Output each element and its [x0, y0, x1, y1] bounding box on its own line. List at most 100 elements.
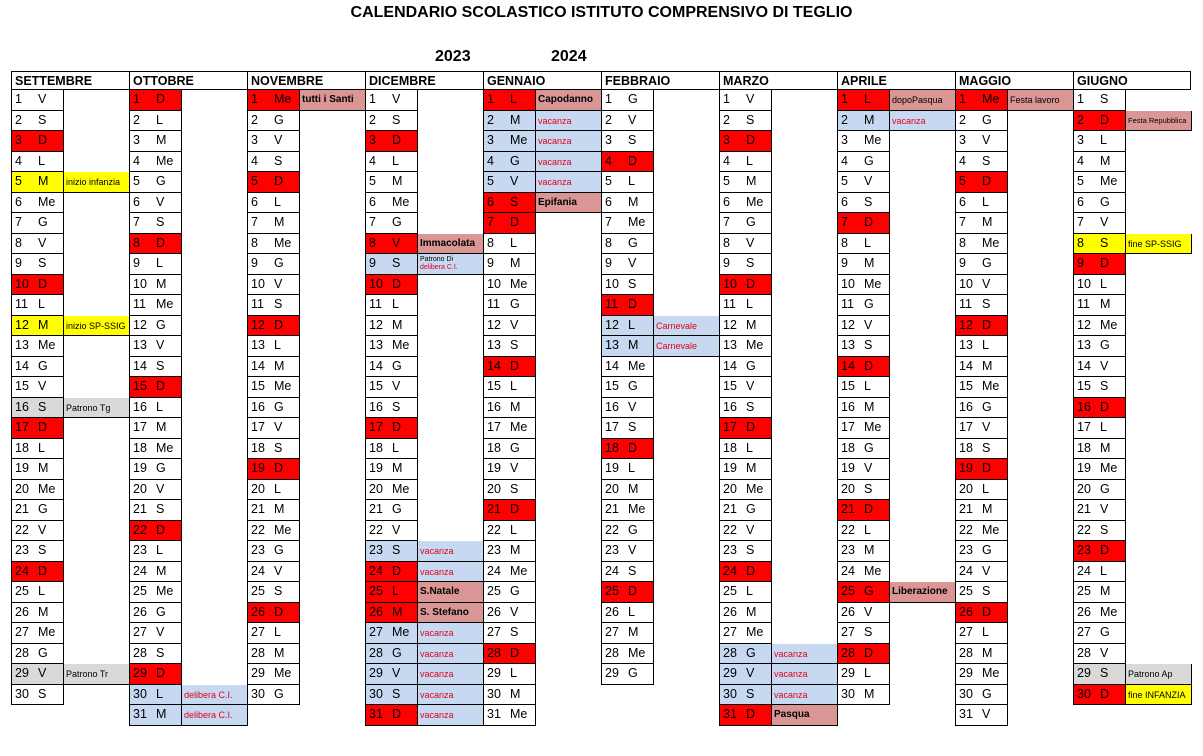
- day-cell: 21 G: [365, 500, 483, 521]
- day-number: 14: [605, 358, 619, 373]
- weekday: S: [628, 133, 637, 147]
- day-cell: 21 Me: [601, 500, 719, 521]
- day-cell: 26 D: [247, 602, 365, 623]
- day-cell: 27 L: [955, 623, 1073, 644]
- day-number: 5: [723, 174, 730, 188]
- weekday: L: [510, 92, 517, 106]
- weekday: V: [1100, 502, 1109, 516]
- weekday: D: [628, 153, 638, 168]
- day-number: 3: [251, 133, 258, 147]
- day-cell: 11 L: [365, 295, 483, 316]
- day-note: Immacolata: [418, 233, 484, 254]
- weekday: M: [628, 338, 639, 352]
- day-number: 31: [723, 707, 737, 721]
- day-box: 19 G: [130, 459, 182, 480]
- day-box: 24 Me: [484, 561, 536, 582]
- day-note: inizio infanzia: [64, 172, 130, 193]
- day-number: 16: [1077, 399, 1091, 414]
- day-number: 25: [15, 584, 29, 598]
- weekday: L: [274, 194, 281, 209]
- day-cell: 15 V: [719, 377, 837, 398]
- weekday: Me: [746, 194, 764, 209]
- weekday: G: [274, 686, 284, 701]
- day-number: 23: [487, 543, 501, 557]
- day-box: 31 D: [720, 705, 772, 726]
- day-cell: 24 Me: [483, 561, 601, 582]
- day-number: 31: [487, 707, 501, 721]
- weekday: V: [1100, 358, 1109, 373]
- day-box: 27 M: [602, 623, 654, 644]
- weekday: M: [1100, 297, 1111, 311]
- day-number: 18: [1077, 440, 1091, 455]
- day-cell: 17 D: [365, 418, 483, 439]
- day-number: 2: [1077, 112, 1084, 127]
- weekday: G: [392, 645, 402, 660]
- weekday: Me: [156, 440, 174, 455]
- day-number: 14: [959, 358, 973, 373]
- weekday: Me: [746, 625, 764, 639]
- day-box: 8 Me: [248, 233, 300, 254]
- day-box: 17 Me: [838, 418, 890, 439]
- weekday: D: [1100, 256, 1110, 270]
- day-number: 17: [959, 420, 973, 434]
- day-number: 27: [15, 625, 29, 639]
- day-number: 7: [841, 215, 848, 229]
- day-number: 28: [841, 645, 855, 660]
- day-box: 11 L: [12, 295, 64, 316]
- weekday: S: [864, 194, 873, 209]
- day-cell: 11 M: [1073, 295, 1191, 316]
- day-box: 31 Me: [484, 705, 536, 726]
- day-number: 5: [15, 174, 22, 188]
- day-number: 15: [251, 379, 265, 393]
- day-number: 15: [841, 379, 855, 393]
- weekday: D: [982, 174, 992, 188]
- weekday: Me: [628, 645, 646, 660]
- day-box: 29 Me: [248, 664, 300, 685]
- day-cell: 21 V: [1073, 500, 1191, 521]
- day-box: 20 V: [130, 479, 182, 500]
- day-number: 27: [605, 625, 619, 639]
- weekday: V: [982, 707, 991, 721]
- day-box: 25 S: [956, 582, 1008, 603]
- day-number: 12: [1077, 317, 1091, 332]
- day-box: 19 D: [956, 459, 1008, 480]
- day-cell: 29 Me: [955, 664, 1073, 685]
- day-number: 19: [605, 461, 619, 475]
- day-cell: 21 G: [11, 500, 129, 521]
- day-box: 29 Me: [956, 664, 1008, 685]
- day-cell: 19 G: [129, 459, 247, 480]
- day-box: 13 S: [838, 336, 890, 357]
- weekday: S: [392, 112, 401, 127]
- day-cell: 25 L: [11, 582, 129, 603]
- day-number: 1: [251, 92, 258, 106]
- day-number: 30: [487, 686, 501, 701]
- day-cell: 24 D: [11, 561, 129, 582]
- day-cell: 30 G: [247, 684, 365, 705]
- day-number: 7: [369, 215, 376, 229]
- day-number: 27: [723, 625, 737, 639]
- day-box: 20 L: [956, 479, 1008, 500]
- weekday: V: [982, 276, 991, 291]
- weekday: S: [156, 645, 165, 660]
- day-number: 17: [1077, 420, 1091, 434]
- weekday: S: [982, 440, 991, 455]
- weekday: Me: [982, 522, 1000, 537]
- weekday: V: [982, 133, 991, 147]
- day-cell: 16 L: [129, 397, 247, 418]
- day-number: 28: [605, 645, 619, 660]
- day-number: 24: [487, 563, 501, 578]
- weekday: S: [38, 686, 47, 701]
